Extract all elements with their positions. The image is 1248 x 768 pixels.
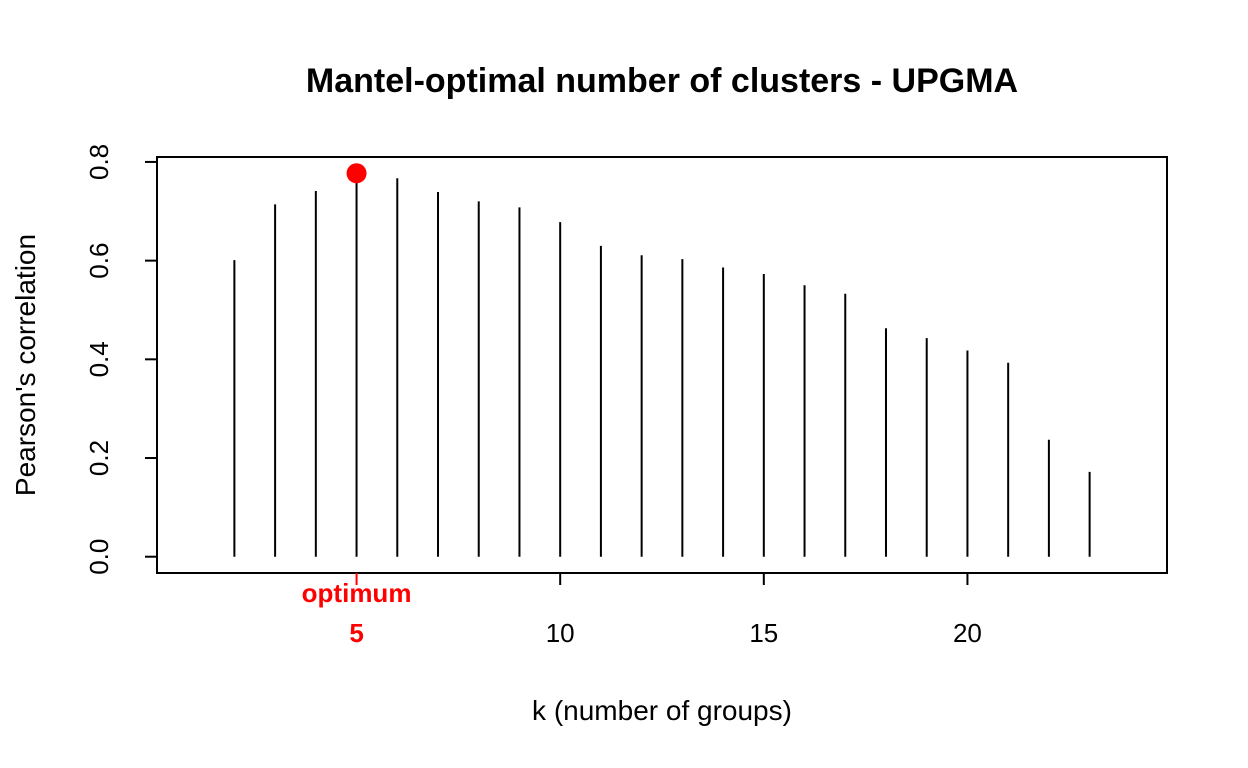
x-axis: 10 15 20	[546, 573, 982, 648]
y-axis: 0.0 0.2 0.4 0.6 0.8	[84, 144, 157, 575]
y-axis-label: Pearson's correlation	[10, 234, 41, 496]
bars-group	[233, 173, 1091, 557]
x-axis-label: k (number of groups)	[532, 695, 792, 726]
chart-title: Mantel-optimal number of clusters - UPGM…	[306, 62, 1018, 100]
optimum-k-label: 5	[349, 618, 363, 648]
y-tick-label-1: 0.2	[84, 440, 114, 476]
y-tick-label-2: 0.4	[84, 341, 114, 377]
x-tick-label-20: 20	[953, 618, 982, 648]
x-tick-label-10: 10	[546, 618, 575, 648]
optimum-point	[346, 163, 367, 184]
plot-frame	[156, 156, 1168, 574]
y-tick-label-0: 0.0	[84, 539, 114, 575]
optimum-group: optimum 5	[302, 163, 412, 648]
y-tick-label-4: 0.8	[84, 144, 114, 180]
optimum-label: optimum	[302, 578, 412, 608]
x-tick-label-15: 15	[749, 618, 778, 648]
y-tick-label-3: 0.6	[84, 243, 114, 279]
